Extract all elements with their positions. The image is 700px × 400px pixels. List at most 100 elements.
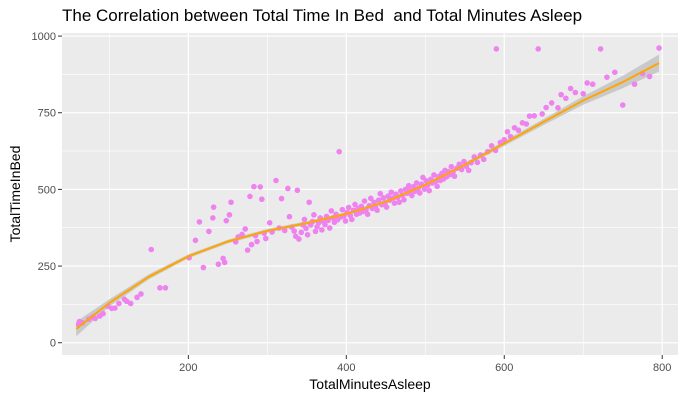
plot-panel	[62, 33, 678, 355]
data-point	[580, 90, 587, 97]
data-point	[148, 246, 155, 253]
data-point	[364, 211, 371, 218]
data-point	[127, 300, 134, 307]
data-point	[345, 204, 352, 211]
data-point	[296, 236, 302, 242]
x-axis-ticks: 200 400 600 800	[179, 355, 671, 374]
data-point	[273, 177, 279, 184]
major-gridlines	[62, 33, 678, 355]
data-point	[515, 127, 522, 134]
data-point	[421, 186, 428, 192]
data-point	[157, 285, 163, 291]
data-point	[162, 285, 169, 291]
data-point	[266, 220, 273, 226]
data-point	[92, 315, 98, 322]
data-point	[507, 133, 514, 140]
data-point	[210, 204, 217, 210]
data-point	[312, 228, 319, 235]
data-point	[304, 231, 311, 238]
data-point	[410, 183, 417, 190]
data-point	[215, 261, 222, 268]
y-tick-label: 500	[38, 184, 56, 196]
data-point	[555, 105, 561, 111]
data-point	[619, 102, 626, 108]
data-point	[242, 226, 249, 232]
x-axis-title: TotalMinutesAsleep	[309, 376, 431, 392]
data-point	[558, 91, 564, 98]
data-point	[223, 217, 230, 224]
data-point	[567, 85, 574, 92]
data-point	[380, 195, 387, 201]
data-point	[358, 203, 365, 210]
data-point	[584, 80, 590, 86]
chart-title: The Correlation between Total Time In Be…	[62, 6, 583, 25]
data-point	[391, 200, 398, 206]
data-point	[465, 167, 472, 174]
data-point	[656, 45, 662, 51]
data-point	[612, 69, 618, 76]
data-point	[134, 294, 140, 301]
x-tick-label: 200	[179, 362, 197, 374]
data-point	[303, 225, 309, 232]
data-point	[631, 81, 638, 88]
data-point	[192, 237, 199, 244]
x-tick-label: 800	[653, 362, 671, 374]
data-point	[342, 218, 349, 224]
data-point	[434, 183, 440, 190]
data-point	[210, 215, 216, 221]
data-point	[298, 229, 305, 236]
data-point	[493, 46, 500, 52]
data-point	[206, 228, 212, 235]
data-point	[539, 111, 545, 117]
data-point	[371, 199, 377, 206]
data-point	[306, 199, 312, 206]
data-point	[543, 104, 549, 111]
data-point	[597, 46, 604, 52]
data-point	[426, 187, 433, 194]
data-point	[488, 143, 495, 149]
data-point	[646, 73, 653, 80]
data-point	[319, 227, 325, 233]
data-point	[349, 216, 355, 223]
data-point	[326, 225, 333, 231]
data-point	[244, 247, 251, 253]
data-point	[448, 163, 455, 170]
data-point	[286, 213, 293, 220]
data-point	[375, 197, 382, 203]
data-point	[352, 201, 358, 208]
data-point	[228, 199, 234, 206]
data-point	[322, 221, 328, 228]
data-point	[196, 219, 203, 225]
x-tick-label: 600	[495, 362, 513, 374]
data-point	[461, 158, 467, 165]
data-point	[278, 195, 285, 202]
data-point	[423, 178, 429, 184]
data-point	[281, 227, 288, 234]
data-point	[409, 192, 415, 199]
data-point	[248, 241, 255, 248]
data-point	[413, 180, 420, 186]
data-point	[262, 235, 269, 242]
data-point	[480, 156, 487, 163]
data-point	[398, 188, 404, 194]
data-point	[377, 190, 384, 197]
y-axis-title: TotalTimeInBed	[7, 146, 23, 243]
data-point	[116, 300, 122, 307]
data-point	[247, 193, 253, 200]
data-point	[367, 195, 374, 202]
data-point	[251, 183, 257, 190]
data-point	[239, 231, 245, 238]
data-point	[285, 185, 291, 192]
data-point	[200, 264, 207, 271]
data-point	[361, 198, 368, 204]
data-points	[75, 45, 662, 328]
data-point	[301, 216, 308, 223]
data-point	[328, 208, 335, 214]
data-point	[311, 212, 317, 218]
data-point	[535, 46, 542, 52]
y-tick-label: 750	[38, 108, 56, 120]
data-point	[226, 212, 233, 218]
data-point	[257, 184, 264, 190]
data-point	[604, 74, 610, 80]
